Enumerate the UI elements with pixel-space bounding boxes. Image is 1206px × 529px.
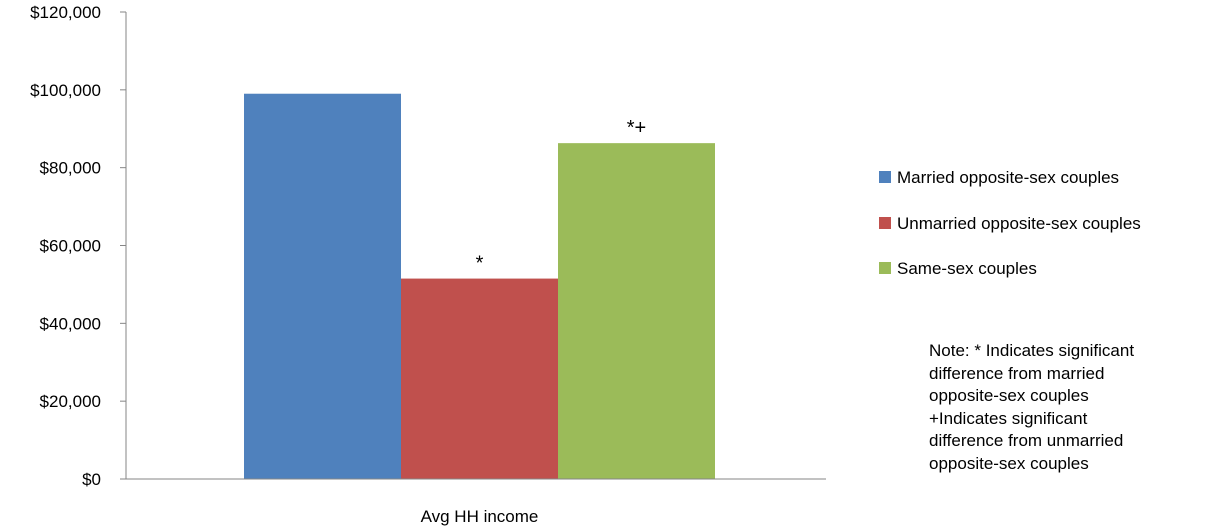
legend-label: Same-sex couples [897, 259, 1037, 278]
y-tick-label: $40,000 [40, 314, 101, 333]
significance-marker: *+ [627, 117, 646, 139]
y-tick-label: $20,000 [40, 392, 101, 411]
x-category-label: Avg HH income [421, 507, 539, 526]
legend-swatch [879, 171, 891, 183]
legend-swatch [879, 262, 891, 274]
note-line: difference from married [929, 363, 1105, 383]
y-tick-label: $100,000 [30, 81, 101, 100]
note-line: +Indicates significant [929, 408, 1088, 428]
note-line: opposite-sex couples [929, 386, 1089, 406]
legend-label: Unmarried opposite-sex couples [897, 214, 1141, 233]
bar [558, 143, 715, 479]
significance-note: Note: * Indicates significant difference… [929, 340, 1199, 476]
bar [401, 278, 558, 479]
legend-swatch [879, 217, 891, 229]
note-line: opposite-sex couples [929, 453, 1089, 473]
bar [244, 93, 401, 479]
y-tick-label: $80,000 [40, 159, 101, 178]
y-axis: $0 $20,000 $40,000 $60,000 $80,000 $100,000 $1… [30, 3, 127, 489]
legend: Married opposite-sex couples Unmarried op… [879, 168, 1141, 278]
y-tick-label: $60,000 [40, 237, 101, 256]
note-line: Note: * Indicates significant [929, 341, 1135, 360]
bars: * *+ [244, 93, 715, 479]
note-line: difference from unmarried [929, 431, 1124, 451]
x-axis: Avg HH income [126, 478, 826, 526]
significance-marker: * [476, 253, 484, 275]
y-tick-label: $120,000 [30, 3, 101, 22]
legend-label: Married opposite-sex couples [897, 168, 1119, 187]
y-tick-label: $0 [82, 470, 101, 489]
